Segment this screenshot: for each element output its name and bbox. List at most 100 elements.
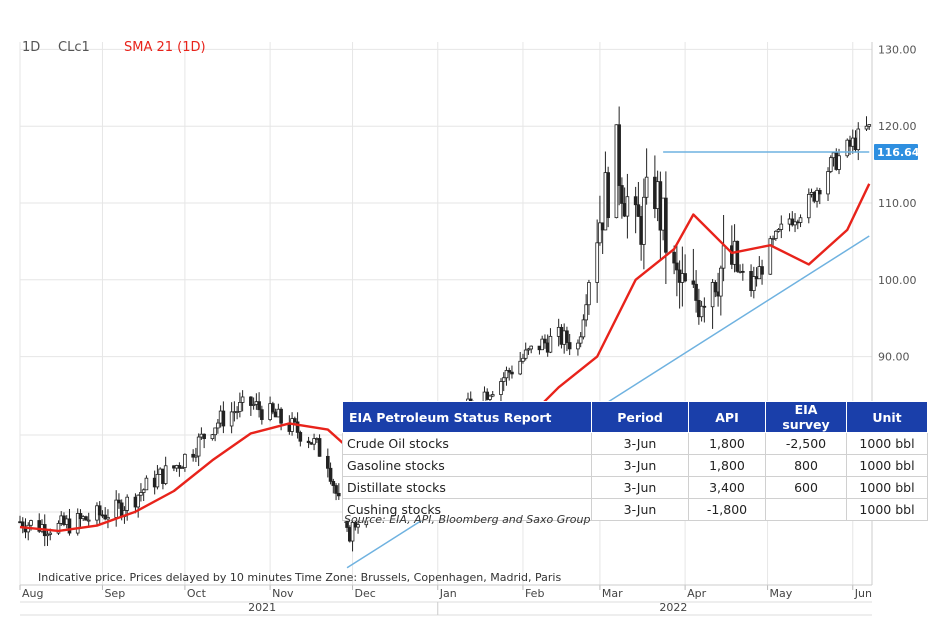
candle-body [828, 157, 833, 172]
candle-body [526, 348, 531, 351]
candle-body [584, 304, 588, 321]
candle-body [606, 172, 610, 219]
x-month-label: Jun [854, 587, 872, 600]
candle-body [752, 276, 756, 292]
table-cell: 1000 bbl [846, 498, 928, 521]
candle-body [251, 404, 256, 406]
candle-body [48, 532, 53, 535]
candle-body [139, 492, 143, 496]
candle-body [691, 280, 696, 285]
candle-body [565, 330, 569, 343]
candle-body [694, 283, 698, 301]
candle-body [644, 176, 649, 198]
x-month-label: Mar [602, 587, 623, 600]
candle-body [768, 238, 773, 275]
candle-body [306, 440, 311, 444]
candle-body [488, 395, 492, 400]
candle-body [45, 533, 50, 537]
candle-body [735, 240, 740, 272]
candle-body [595, 242, 599, 283]
candle-body [260, 409, 264, 420]
candle-body [521, 357, 525, 362]
table-header-row: EIA Petroleum Status Report Period API E… [342, 401, 928, 433]
x-month-label: Jan [439, 587, 457, 600]
candle-body [771, 238, 775, 240]
table-cell: 3-Jun [591, 498, 689, 521]
candle-body [741, 270, 745, 273]
table-header-cell: API [688, 401, 766, 433]
table-row: Distillate stocks 3-Jun 3,400 600 1000 b… [342, 476, 928, 499]
candle-body [567, 342, 572, 350]
table-cell: 1,800 [688, 432, 766, 455]
candle-body [675, 262, 679, 271]
table-cell: 1000 bbl [846, 432, 928, 455]
candle-body [817, 189, 822, 195]
candle-body [257, 401, 261, 411]
candle-body [210, 434, 215, 440]
candle-body [78, 513, 83, 520]
x-year-label: 2022 [659, 601, 687, 614]
table-header-cell: Unit [846, 401, 928, 433]
x-month-label: May [770, 587, 793, 600]
candle-body [196, 436, 201, 457]
candle-body [672, 251, 676, 264]
table-cell: Crude Oil stocks [342, 432, 592, 455]
candle-body [183, 453, 187, 468]
candle-body [633, 196, 638, 206]
price-tag-label: 116.64 [877, 146, 920, 159]
candle-body [331, 480, 336, 486]
candle-body [793, 221, 797, 226]
table-cell: 3-Jun [591, 432, 689, 455]
candle-body [699, 305, 704, 318]
candle-body [798, 217, 803, 223]
x-year-label: 2021 [248, 601, 276, 614]
x-month-label: Feb [525, 587, 544, 600]
candle-body [845, 139, 850, 157]
candle-body [719, 267, 723, 297]
candle-body [216, 422, 220, 429]
candle-body [490, 394, 495, 397]
candle-body [350, 521, 355, 542]
candle-body [295, 421, 300, 433]
candle-body [103, 514, 108, 520]
candle-body [576, 342, 580, 350]
candle-body [125, 496, 129, 511]
y-tick-label: 110.00 [878, 197, 917, 210]
table-cell: 3,400 [688, 476, 766, 499]
table-cell: 3-Jun [591, 454, 689, 477]
candle-body [163, 465, 168, 484]
x-month-label: Sep [104, 587, 125, 600]
candle-body [271, 403, 275, 413]
candle-body [867, 124, 872, 127]
candle-body [312, 438, 316, 445]
candle-body [194, 455, 198, 458]
candle-body [721, 245, 726, 269]
candle-body [97, 505, 102, 516]
table-cell: Gasoline stocks [342, 454, 592, 477]
candle-body [760, 266, 764, 275]
header-interval: 1D [22, 40, 41, 55]
candle-body [581, 319, 586, 338]
candle-body [620, 185, 624, 204]
x-month-label: Aug [22, 587, 43, 600]
candle-body [510, 371, 514, 375]
candle-body [326, 455, 330, 469]
table-cell: 3-Jun [591, 476, 689, 499]
candle-body [529, 345, 533, 350]
candle-body [213, 427, 217, 436]
table-cell: 1000 bbl [846, 454, 928, 477]
candle-body [540, 338, 544, 351]
candle-body [235, 411, 239, 413]
candle-body [293, 418, 297, 423]
candle-body [221, 410, 226, 427]
candle-body [84, 516, 88, 521]
candle-body [337, 492, 341, 497]
y-tick-label: 90.00 [878, 351, 910, 364]
candle-body [177, 465, 182, 469]
candle-body [815, 189, 819, 202]
footer-note: Indicative price. Prices delayed by 10 m… [38, 571, 292, 584]
candle-body [117, 499, 121, 504]
candle-body [856, 128, 861, 151]
table-source-note: Source: EIA, API, Bloomberg and Saxo Gro… [344, 513, 591, 526]
table-cell: Distillate stocks [342, 476, 592, 499]
